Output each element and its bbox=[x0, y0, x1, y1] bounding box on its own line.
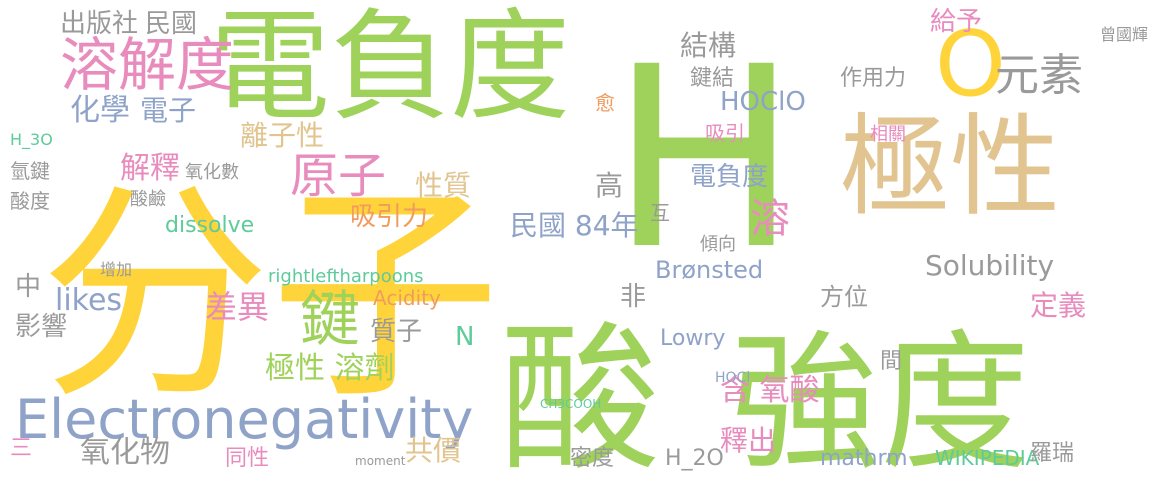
cloud-word: 吸引 bbox=[705, 121, 745, 145]
cloud-word: 氧化物 bbox=[80, 435, 170, 470]
cloud-word: CH3COOH bbox=[540, 397, 601, 411]
cloud-word: 定義 bbox=[1030, 289, 1086, 322]
cloud-word: 方位 bbox=[820, 283, 868, 311]
cloud-word: 離子性 bbox=[240, 119, 324, 152]
cloud-word: 傾向 bbox=[700, 234, 736, 255]
cloud-word: 強度 bbox=[730, 317, 1030, 482]
cloud-word: 同性 bbox=[225, 446, 269, 471]
cloud-word: 共價 bbox=[405, 434, 461, 467]
cloud-word: 出版社 bbox=[60, 9, 138, 39]
cloud-word: 性質 bbox=[415, 169, 471, 202]
cloud-word: 間 bbox=[880, 349, 902, 374]
cloud-word: 溶 bbox=[750, 196, 790, 242]
cloud-word: H_2O bbox=[665, 446, 724, 471]
cloud-word: 影響 bbox=[15, 312, 67, 342]
cloud-word: 曾國輝 bbox=[1100, 25, 1148, 44]
cloud-word: 酸鹼 bbox=[130, 189, 166, 210]
cloud-word: 氫鍵 bbox=[10, 159, 50, 183]
cloud-word: 相關 bbox=[870, 124, 906, 145]
cloud-word: 吸引力 bbox=[350, 202, 428, 232]
cloud-word: HOCl bbox=[715, 370, 750, 386]
cloud-word: 羅瑞 bbox=[1030, 441, 1074, 466]
cloud-word: 密度 bbox=[570, 446, 614, 471]
cloud-word: 極性 溶劑 bbox=[265, 351, 395, 386]
cloud-word: 電負度 bbox=[690, 162, 768, 192]
cloud-word: 民國 84年 bbox=[510, 209, 639, 242]
cloud-word: H bbox=[610, 13, 798, 304]
cloud-word: 結構 bbox=[680, 29, 736, 62]
cloud-word: Solubility bbox=[925, 249, 1054, 282]
cloud-word: 電負度 bbox=[210, 0, 570, 137]
cloud-word: 增加 bbox=[100, 260, 132, 279]
cloud-word: 化學 bbox=[70, 93, 130, 128]
cloud-word: 給予 bbox=[930, 7, 982, 37]
cloud-word: 電子 bbox=[140, 94, 196, 127]
cloud-word: 溶解度 bbox=[60, 31, 234, 99]
cloud-word: 作用力 bbox=[840, 66, 906, 91]
cloud-word: WIKIPEDIA bbox=[935, 446, 1040, 470]
cloud-word: likes bbox=[55, 283, 122, 318]
cloud-word: 原子 bbox=[290, 148, 386, 204]
cloud-word: 三 bbox=[10, 436, 32, 461]
cloud-word: mo​ment bbox=[355, 454, 406, 468]
cloud-word: Electronegativity bbox=[15, 388, 473, 451]
cloud-word: 酸度 bbox=[10, 189, 50, 213]
cloud-word: 釋出 bbox=[720, 424, 776, 457]
cloud-word: 極性 bbox=[840, 103, 1060, 231]
cloud-word: 質子 bbox=[370, 317, 422, 347]
cloud-word: 中 bbox=[15, 272, 41, 302]
cloud-word: N bbox=[455, 322, 474, 352]
cloud-word: 鍵結 bbox=[690, 66, 734, 91]
cloud-word: dissolve bbox=[165, 213, 254, 238]
cloud-word: 元素 bbox=[995, 50, 1083, 101]
cloud-word: 解釋 bbox=[120, 151, 180, 186]
cloud-word: 含 氧酸 bbox=[720, 373, 820, 408]
cloud-word: HOClO bbox=[720, 87, 806, 117]
cloud-word: 愈 bbox=[595, 91, 615, 115]
cloud-word: Lowry bbox=[660, 326, 725, 351]
cloud-word: Brønsted bbox=[655, 256, 763, 284]
cloud-word: 分子 bbox=[40, 163, 500, 430]
cloud-word: 高 bbox=[595, 169, 623, 202]
cloud-word: Acidity bbox=[373, 286, 441, 310]
cloud-word: O bbox=[935, 12, 1006, 117]
cloud-word: 民國 bbox=[145, 9, 197, 39]
cloud-word: 酸 bbox=[500, 306, 660, 482]
cloud-word: 互 bbox=[650, 201, 670, 225]
cloud-word: rightleftharpoons bbox=[268, 266, 424, 287]
cloud-word: 氧化數 bbox=[185, 162, 239, 183]
cloud-word: mathrm bbox=[820, 446, 908, 471]
cloud-word: 鍵 bbox=[300, 285, 360, 355]
cloud-word: H_3O bbox=[10, 130, 53, 150]
cloud-word: 差異 bbox=[205, 288, 269, 326]
cloud-word: 非 bbox=[620, 282, 646, 312]
